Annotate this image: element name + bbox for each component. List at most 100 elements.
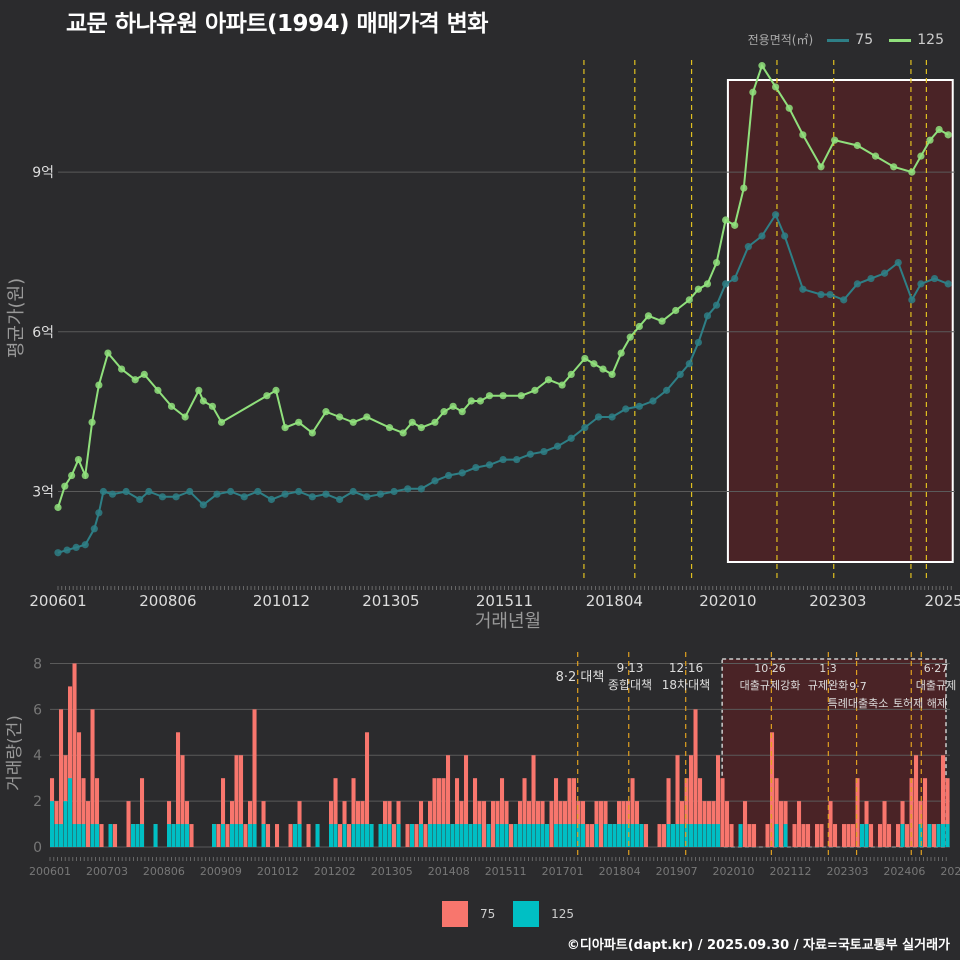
data-point-75 <box>930 274 939 283</box>
bar-125 <box>297 824 302 847</box>
data-point-125 <box>608 370 616 378</box>
data-point-75 <box>853 280 861 288</box>
highlight-region <box>726 79 954 563</box>
bar-75 <box>878 824 883 847</box>
bar-75 <box>770 732 775 847</box>
bar-125 <box>261 824 266 847</box>
bar-75 <box>95 778 100 847</box>
policy-annotation: 12·16 <box>669 661 703 675</box>
data-point-75 <box>444 471 453 480</box>
data-point-75 <box>485 461 494 469</box>
data-point-125 <box>308 429 316 437</box>
x-tick-label-bottom: 201804 <box>599 865 641 878</box>
data-point-125 <box>944 131 952 139</box>
legend-bottom-swatch-75 <box>442 901 468 927</box>
bar-75 <box>729 824 734 847</box>
bar-125 <box>77 824 82 847</box>
bar-75 <box>446 755 451 847</box>
data-point-125 <box>335 413 344 421</box>
data-point-75 <box>431 477 439 485</box>
bar-75 <box>828 801 833 847</box>
bar-75 <box>221 778 226 847</box>
data-point-75 <box>404 485 412 493</box>
bar-125 <box>576 824 581 847</box>
policy-annotation: 종합대책 <box>608 677 652 692</box>
x-tick-label-bottom: 201202 <box>314 865 356 878</box>
bar-75 <box>491 801 496 847</box>
legend-bottom-label-75: 75 <box>480 907 496 921</box>
data-point-75 <box>685 360 693 368</box>
bar-125 <box>383 824 388 847</box>
data-point-125 <box>167 402 176 410</box>
source-caption: ©디아파트(dapt.kr) / 2025.09.30 / 자료=국토교통부 실… <box>566 938 950 953</box>
bar-125 <box>68 778 73 847</box>
bar-125 <box>702 824 707 847</box>
bar-75 <box>896 824 901 847</box>
bar-75 <box>333 778 338 847</box>
policy-annotation: 6·27 <box>924 662 949 675</box>
data-point-125 <box>672 306 680 315</box>
bar-75 <box>464 755 469 847</box>
data-point-125 <box>517 392 525 400</box>
legend-swatch-75 <box>827 39 850 42</box>
data-point-75 <box>840 296 848 304</box>
x-tick-label-bottom: 201305 <box>371 865 413 878</box>
bar-125 <box>230 824 235 847</box>
bar-75 <box>86 801 91 847</box>
data-point-75 <box>694 338 702 347</box>
bar-75 <box>90 709 95 847</box>
bar-75 <box>81 778 86 847</box>
data-point-75 <box>240 493 248 501</box>
bar-75 <box>725 801 730 847</box>
bar-75 <box>585 824 590 847</box>
data-point-125 <box>685 296 693 304</box>
data-point-75 <box>267 495 276 504</box>
policy-annotation: 대출규제강화 <box>740 679 801 692</box>
bar-125 <box>234 824 239 847</box>
data-point-75 <box>649 397 657 405</box>
bar-75 <box>351 778 356 847</box>
bar-75 <box>392 824 397 847</box>
data-point-75 <box>772 211 780 219</box>
bar-125 <box>450 824 455 847</box>
bar-125 <box>531 824 536 847</box>
policy-annotation: 토허제 해제 <box>893 696 947 710</box>
bar-75 <box>243 824 248 847</box>
data-point-75 <box>72 543 80 551</box>
bar-125 <box>918 824 923 847</box>
data-point-125 <box>831 136 839 144</box>
bar-125 <box>621 824 626 847</box>
bar-125 <box>941 824 946 847</box>
bar-75 <box>909 778 914 847</box>
data-point-125 <box>408 418 416 426</box>
data-point-125 <box>617 349 625 357</box>
bar-75 <box>806 824 811 847</box>
data-point-75 <box>817 290 825 299</box>
data-point-75 <box>662 386 671 394</box>
bar-125 <box>329 824 334 847</box>
y-axis-label: 평균가(원) <box>6 278 27 358</box>
data-point-125 <box>74 455 83 464</box>
bar-125 <box>248 824 253 847</box>
bar-125 <box>612 824 617 847</box>
data-point-75 <box>81 541 89 549</box>
data-point-75 <box>894 259 902 267</box>
bar-125 <box>356 824 361 847</box>
y-tick-label: 9억 <box>32 165 54 181</box>
y-tick-label-bottom: 6 <box>33 702 42 718</box>
x-tick-label-bottom: 201701 <box>542 865 584 878</box>
x-tick-label: 200806 <box>139 592 196 610</box>
x-tick-label-bottom: 200703 <box>86 865 128 878</box>
data-point-125 <box>658 317 666 325</box>
bar-75 <box>509 824 514 847</box>
bar-75 <box>869 824 874 847</box>
data-point-75 <box>226 487 235 496</box>
bar-75 <box>743 801 748 847</box>
data-point-75 <box>676 370 684 378</box>
bar-125 <box>459 824 464 847</box>
bar-75 <box>567 778 572 847</box>
bar-75 <box>666 778 671 847</box>
bar-125 <box>239 824 244 847</box>
bar-75 <box>662 824 667 847</box>
bar-75 <box>923 778 928 847</box>
